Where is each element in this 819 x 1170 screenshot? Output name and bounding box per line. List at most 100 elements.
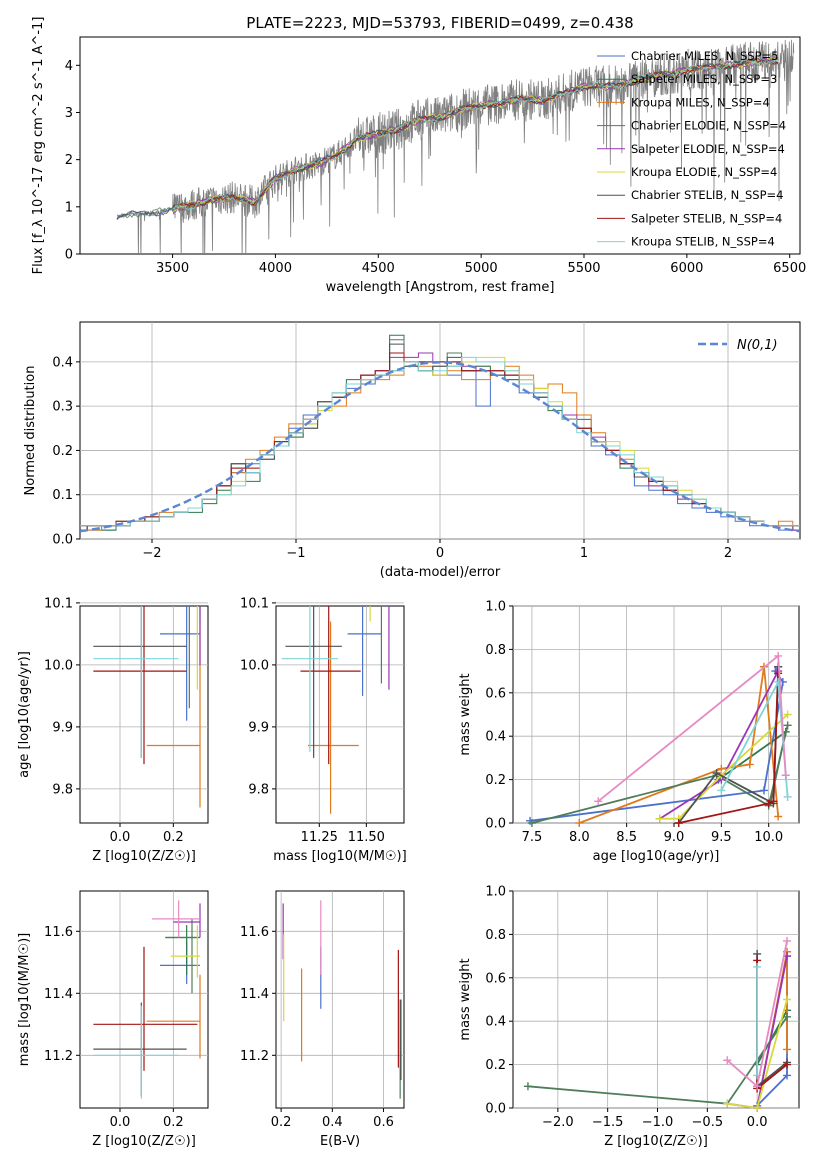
x-tick-label: 0.0	[110, 1115, 131, 1130]
y-tick-label: 9.9	[248, 720, 269, 735]
y-tick-label: 1.0	[485, 600, 506, 615]
panel-mass-vs-EBV: 0.2 0.4 0.6 11.2 11.4 11.6 E(B-V)	[240, 890, 405, 1149]
y-tick-label: 10.1	[240, 596, 269, 611]
y-tick-label: 1	[65, 200, 73, 215]
weight-marker	[655, 814, 664, 823]
legend-entry: Chabrier MILES, N_SSP=5	[631, 49, 778, 63]
x-tick-label: 9.0	[664, 830, 685, 845]
x-tick-label: 0.4	[322, 1115, 343, 1130]
y-tick-label: 10.0	[240, 658, 269, 673]
y-tick-label: 11.4	[44, 987, 73, 1002]
y-tick-label: 0.2	[52, 444, 73, 459]
model-spectrum-line	[116, 57, 779, 220]
x-tick-label: 10.0	[754, 830, 783, 845]
y-tick-label: 11.2	[44, 1049, 73, 1064]
weight-marker	[753, 1104, 762, 1112]
weight-marker	[753, 1082, 762, 1091]
weight-marker	[774, 677, 783, 686]
legend: N(0,1)	[698, 338, 778, 353]
weight-marker	[527, 819, 536, 827]
plot-area	[523, 936, 792, 1112]
model-spectrum-line	[116, 56, 779, 219]
weight-marker	[783, 1012, 792, 1021]
weight-marker	[783, 1060, 792, 1069]
x-tick-label: 11.50	[348, 830, 385, 845]
y-axis-label: Flux [f_λ 10^-17 erg cm^-2 s^-1 A^-1]	[31, 17, 46, 275]
weight-line	[578, 666, 780, 824]
weight-marker	[783, 1045, 792, 1054]
y-tick-label: 0.4	[485, 730, 506, 745]
weight-marker	[783, 710, 792, 719]
weight-marker	[774, 651, 783, 660]
plot-area	[281, 606, 390, 814]
y-tick-label: 0.6	[485, 971, 506, 986]
x-tick-label: 11.25	[301, 830, 338, 845]
y-tick-label: 11.6	[44, 925, 73, 940]
weight-marker	[717, 786, 726, 795]
y-tick-label: 0.4	[52, 355, 73, 370]
y-tick-label: 0.3	[52, 400, 73, 415]
legend-entry: Kroupa ELODIE, N_SSP=4	[631, 165, 777, 179]
plot-area	[93, 900, 201, 1099]
panel-frame	[79, 36, 801, 255]
legend-entry: Chabrier STELIB, N_SSP=4	[631, 188, 783, 202]
histogram-step	[80, 356, 800, 527]
weight-marker	[783, 792, 792, 801]
panel-residuals: −2 −1 0 1 2 0.0 0.1 0.2 0.3 0.4 (data-model)/error…	[23, 321, 801, 580]
x-tick-label: 6500	[773, 261, 806, 276]
plot-area	[116, 39, 795, 254]
y-tick-label: 0.0	[485, 817, 506, 832]
x-axis-label: Z [log10(Z/Z☉)]	[604, 1134, 708, 1149]
y-tick-label: 10.0	[44, 658, 73, 673]
legend-entry: Salpeter ELODIE, N_SSP=4	[631, 142, 785, 156]
y-tick-label: 0.2	[485, 773, 506, 788]
x-tick-label: 9.5	[711, 830, 732, 845]
y-tick-label: 0.8	[485, 643, 506, 658]
y-tick-label: 1.0	[485, 885, 506, 900]
weight-marker	[774, 669, 783, 678]
x-axis-label: E(B-V)	[320, 1134, 360, 1149]
x-tick-label: 0.0	[747, 1115, 768, 1130]
weight-marker	[523, 1082, 532, 1091]
x-tick-label: −2	[142, 546, 161, 561]
x-tick-label: 0.2	[163, 1115, 184, 1130]
x-tick-label: 7.5	[522, 830, 543, 845]
y-tick-label: 11.6	[240, 925, 269, 940]
x-tick-label: 6000	[670, 261, 703, 276]
y-axis-label: mass weight	[458, 673, 473, 755]
panel-spectrum: 3500 4000 4500 5000 5500 6000 6500 0 1 2 3 4 wavelen…	[31, 17, 806, 295]
y-axis-label: age [log10(age/yr)]	[17, 651, 32, 778]
panel-age-vs-Z: 0.0 0.2 9.8 9.9 10.0 10.1 Z [log10(Z/Z☉)] age […	[17, 596, 209, 864]
y-axis-label: mass [log10(M/M☉)]	[17, 933, 32, 1066]
model-spectrum-line	[172, 57, 779, 213]
panel-frame	[275, 890, 405, 1109]
weight-marker	[723, 1099, 732, 1108]
legend-entry: Kroupa STELIB, N_SSP=4	[631, 235, 775, 249]
x-axis-label: Z [log10(Z/Z☉)]	[92, 849, 196, 864]
x-tick-label: 5000	[465, 261, 498, 276]
x-axis-label: Z [log10(Z/Z☉)]	[92, 1134, 196, 1149]
x-tick-label: 4000	[259, 261, 292, 276]
panel-frame	[275, 605, 405, 824]
x-axis-label: mass [log10(M/M☉)]	[273, 849, 406, 864]
weight-line	[678, 673, 780, 824]
plot-area	[282, 900, 402, 1099]
plot-area	[80, 334, 800, 533]
weight-marker	[745, 760, 754, 769]
plot-area	[93, 606, 201, 808]
weight-marker	[781, 771, 790, 780]
panel-mass-vs-Z: 0.0 0.2 11.2 11.4 11.6 Z [log10(Z/Z☉)] mass [l…	[17, 890, 209, 1149]
weight-marker	[759, 786, 768, 795]
x-axis-label: (data-model)/error	[380, 565, 501, 580]
weight-marker	[575, 819, 584, 827]
weight-marker	[712, 769, 721, 778]
weight-marker	[723, 1056, 732, 1065]
y-tick-label: 2	[65, 153, 73, 168]
legend-entry: Salpeter MILES, N_SSP=3	[631, 72, 777, 86]
x-axis-label: age [log10(age/yr)]	[593, 849, 720, 864]
y-tick-label: 9.9	[52, 720, 73, 735]
x-tick-label: 5500	[567, 261, 600, 276]
y-tick-label: 0.4	[485, 1015, 506, 1030]
figure-title: PLATE=2223, MJD=53793, FIBERID=0499, z=0…	[246, 14, 633, 32]
panel-mass-weight-vs-age: 7.5 8.0 8.5 9.0 9.5 10.0 0.0 0.2 0.4 0.6 0.8 1.0 age…	[458, 600, 800, 864]
